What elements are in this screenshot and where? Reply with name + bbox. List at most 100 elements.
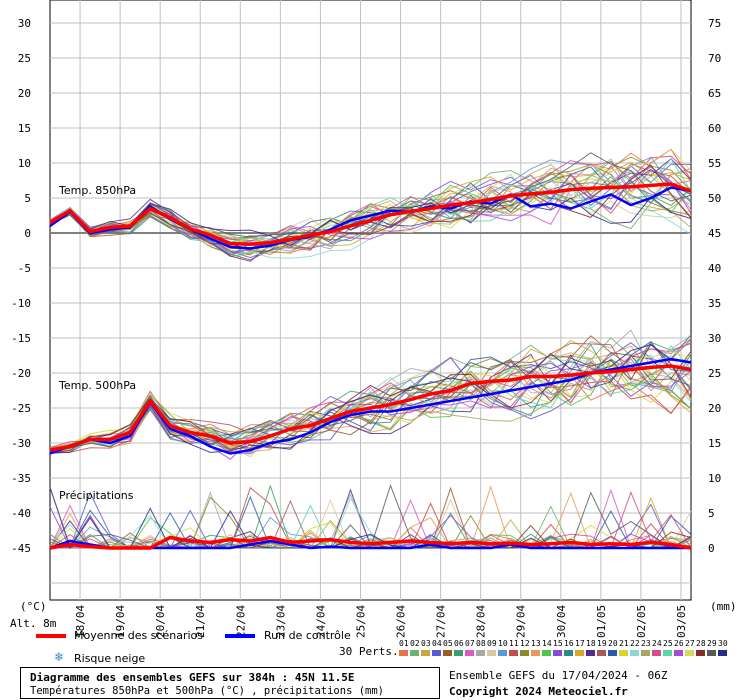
- right-tick-label: 65: [708, 87, 721, 100]
- snowflake-icon: ❄: [54, 650, 65, 664]
- ensemble-info: Ensemble GEFS du 17/04/2024 - 06Z: [449, 669, 668, 682]
- mean-t500-line: [49, 364, 692, 452]
- pert-color-swatch: [443, 650, 452, 656]
- pert-number: 14: [542, 639, 552, 648]
- pert-color-swatch: [663, 650, 672, 656]
- member-line: [49, 497, 692, 549]
- mean-t850-line: [49, 182, 692, 246]
- member-line: [49, 152, 692, 244]
- left-tick-label: 0: [24, 227, 31, 240]
- right-tick-label: 45: [708, 227, 721, 240]
- mean-legend-swatch: [36, 634, 66, 638]
- pert-number: 02: [410, 639, 420, 648]
- title-box: Diagramme des ensembles GEFS sur 384h : …: [20, 667, 440, 699]
- pert-color-swatch: [597, 650, 606, 656]
- right-tick-label: 30: [708, 332, 721, 345]
- pert-number: 29: [707, 639, 717, 648]
- right-tick-label: 40: [708, 262, 721, 275]
- pert-color-swatch: [652, 650, 661, 656]
- pert-number: 04: [432, 639, 442, 648]
- left-tick-label: 5: [24, 192, 31, 205]
- pert-number: 03: [421, 639, 431, 648]
- pert-color-swatch: [586, 650, 595, 656]
- left-tick-label: -15: [11, 332, 31, 345]
- left-axis-ticks: 30 25 20 15 10 5 0 -5 -10 -15 -20 -25 -30 -35 -40 -45: [11, 17, 31, 555]
- pert-number: 16: [564, 639, 574, 648]
- left-axis-unit: (°C): [20, 600, 47, 613]
- right-tick-label: 25: [708, 367, 721, 380]
- pert-color-swatch: [476, 650, 485, 656]
- pert-number: 13: [531, 639, 541, 648]
- member-line: [49, 351, 692, 454]
- right-tick-label: 60: [708, 122, 721, 135]
- x-tick-label: 23/04: [274, 605, 287, 638]
- pert-number: 15: [553, 639, 563, 648]
- x-tick-label: 01/05: [595, 605, 608, 638]
- right-tick-label: 5: [708, 507, 715, 520]
- x-tick-label: 26/04: [395, 605, 408, 638]
- pert-color-swatch: [674, 650, 683, 656]
- pert-number: 12: [520, 639, 530, 648]
- pert-color-swatch: [410, 650, 419, 656]
- left-tick-label: -30: [11, 437, 31, 450]
- x-tick-label: 29/04: [515, 605, 528, 638]
- copyright: Copyright 2024 Meteociel.fr: [449, 685, 628, 698]
- left-tick-label: -25: [11, 402, 31, 415]
- series-layer: [49, 148, 692, 550]
- x-tick-label: 25/04: [354, 605, 367, 638]
- x-tick-label: 22/04: [234, 605, 247, 638]
- pert-number: 07: [465, 639, 475, 648]
- pert-color-swatch: [399, 650, 408, 656]
- pert-color-swatch: [619, 650, 628, 656]
- pert-number: 09: [487, 639, 497, 648]
- pert-color-swatch: [542, 650, 551, 656]
- left-tick-label: -40: [11, 507, 31, 520]
- right-tick-label: 75: [708, 17, 721, 30]
- pert-number: 25: [663, 639, 673, 648]
- left-tick-label: -5: [18, 262, 31, 275]
- pert-color-swatch: [432, 650, 441, 656]
- control-legend-swatch: [225, 634, 255, 638]
- member-line: [49, 170, 692, 253]
- pert-number: 21: [619, 639, 629, 648]
- left-tick-label: 25: [18, 52, 31, 65]
- pert-number: 18: [586, 639, 596, 648]
- control-legend-label: Run de contrôle: [264, 629, 351, 642]
- snow-legend-label: Risque neige: [74, 652, 146, 665]
- left-tick-label: 10: [18, 157, 31, 170]
- pert-number: 22: [630, 639, 640, 648]
- pert-number: 23: [641, 639, 651, 648]
- left-tick-label: -10: [11, 297, 31, 310]
- pert-color-swatch: [685, 650, 694, 656]
- pert-color-swatch: [509, 650, 518, 656]
- pert-color-swatch: [696, 650, 705, 656]
- chart-subtitle: Températures 850hPa et 500hPa (°C) , pré…: [30, 685, 385, 697]
- right-tick-label: 15: [708, 437, 721, 450]
- left-tick-label: 20: [18, 87, 31, 100]
- pert-color-swatch: [531, 650, 540, 656]
- right-tick-label: 20: [708, 402, 721, 415]
- pert-number: 08: [476, 639, 486, 648]
- right-tick-label: 0: [708, 542, 715, 555]
- pert-number: 06: [454, 639, 464, 648]
- pert-number: 19: [597, 639, 607, 648]
- mean-legend-label: Moyenne des scénarios: [74, 629, 203, 642]
- left-tick-label: 15: [18, 122, 31, 135]
- right-tick-label: 50: [708, 192, 721, 205]
- member-line: [49, 329, 692, 453]
- x-axis-ticks: 18/04 19/04 20/04 21/04 22/04 23/04 24/04 25/04…: [74, 605, 688, 638]
- panel-label-500: Temp. 500hPa: [58, 379, 136, 392]
- x-tick-label: 03/05: [675, 605, 688, 638]
- x-tick-label: 28/04: [475, 605, 488, 638]
- left-tick-label: 30: [18, 17, 31, 30]
- pert-number: 17: [575, 639, 585, 648]
- pert-number: 28: [696, 639, 706, 648]
- x-tick-label: 19/04: [114, 605, 127, 638]
- pert-color-swatch: [630, 650, 639, 656]
- left-tick-label: -35: [11, 472, 31, 485]
- member-line: [49, 166, 692, 256]
- pert-number: 27: [685, 639, 695, 648]
- altitude-label: Alt. 8m: [10, 617, 57, 630]
